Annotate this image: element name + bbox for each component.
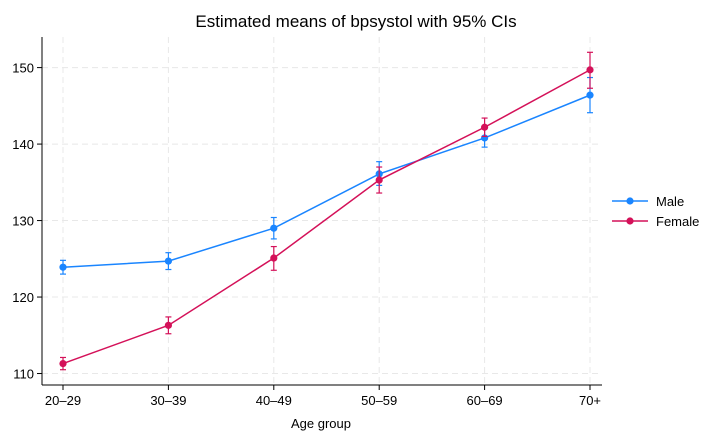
legend-label-male: Male (656, 194, 684, 209)
data-point (59, 263, 67, 271)
series-female (59, 51, 594, 371)
grid-lines (42, 37, 602, 385)
legend: Male Female (612, 194, 699, 229)
x-tick-label: 20–29 (45, 393, 81, 408)
series-line (62, 69, 591, 365)
series-male (59, 76, 594, 275)
data-point (586, 91, 594, 99)
data-point (164, 257, 172, 265)
data-point (375, 176, 383, 184)
x-tick-label: 40–49 (256, 393, 292, 408)
y-tick-label: 140 (12, 137, 34, 152)
legend-marker-female (626, 217, 634, 225)
data-point (481, 123, 489, 131)
x-axis-ticks: 20–29 30–39 40–49 50–59 60–69 70+ (45, 385, 601, 408)
chart-title: Estimated means of bpsystol with 95% CIs (195, 12, 516, 31)
x-tick-label: 30–39 (150, 393, 186, 408)
series-layer (59, 51, 594, 371)
x-tick-label: 70+ (579, 393, 601, 408)
legend-label-female: Female (656, 214, 699, 229)
legend-marker-male (626, 197, 634, 205)
y-tick-label: 150 (12, 61, 34, 76)
series-line (62, 94, 591, 268)
y-tick-label: 110 (13, 367, 34, 382)
x-axis-label: Age group (291, 416, 351, 431)
data-point (164, 321, 172, 329)
data-point (270, 254, 278, 262)
y-tick-label: 120 (12, 290, 34, 305)
y-tick-label: 130 (12, 214, 34, 229)
data-point (59, 359, 67, 368)
x-tick-label: 60–69 (467, 393, 503, 408)
data-point (270, 224, 278, 232)
x-tick-label: 50–59 (361, 393, 397, 408)
y-axis-ticks: 110 120 130 140 150 (12, 61, 42, 382)
data-point (586, 66, 594, 74)
